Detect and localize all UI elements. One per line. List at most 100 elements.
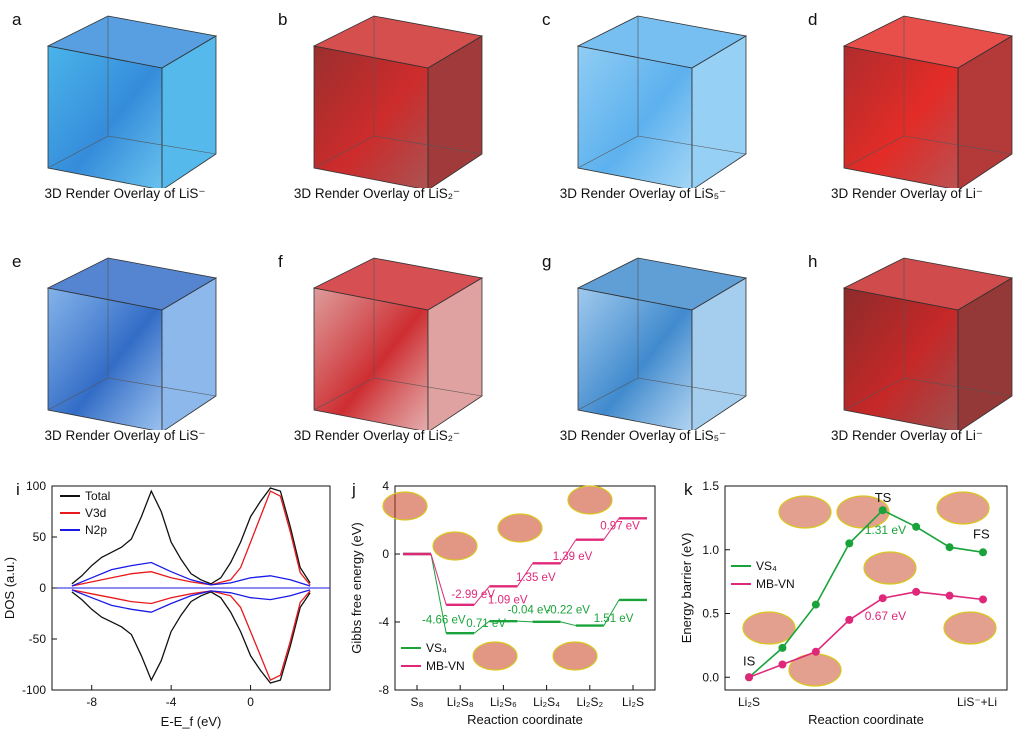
x-tick-label: Li₂S₈: [447, 695, 474, 709]
x-tick-label: Li₂S₂: [576, 695, 603, 709]
panel-letter-a: a: [12, 10, 22, 29]
panel-letter-k: k: [684, 480, 693, 499]
series-line-n2p-down: [71, 589, 311, 613]
legend-label: V3d: [85, 506, 106, 520]
cube-edge: [577, 377, 639, 411]
data-point: [845, 615, 854, 624]
render-caption: 3D Render Overlay of Li⁻: [831, 186, 983, 201]
data-point: [912, 522, 921, 531]
x-tick-label: 0: [247, 695, 254, 709]
panel-letter-j: j: [352, 480, 356, 499]
render-cube: [46, 15, 218, 188]
molecule-structure-image: [382, 491, 428, 521]
x-axis-label: E-E_f (eV): [161, 714, 222, 729]
cube-edge: [903, 135, 1013, 155]
y-tick-label: 0: [39, 581, 46, 595]
cube-front-face: [313, 45, 429, 188]
cube-edge: [903, 377, 1013, 397]
panel-letter-e: e: [12, 252, 22, 271]
cube-edge: [843, 377, 905, 411]
y-tick-label: -100: [22, 683, 46, 697]
connector-line: [430, 553, 447, 605]
panel-letter-f: f: [278, 252, 283, 271]
legend-label: MB-VN: [756, 577, 795, 591]
connector-line: [430, 553, 447, 634]
cube-front-face: [577, 45, 693, 188]
panel-letter-b: b: [278, 10, 288, 29]
series-line-total: [71, 487, 311, 585]
connector-line: [516, 563, 534, 587]
y-axis-label: Energy barrier (eV): [679, 533, 694, 644]
cube-edge: [637, 135, 747, 155]
annotation-barrier-vs4: 1.31 eV: [865, 523, 906, 537]
gibbs-chart: -8 -4 0 4 S₈ Li₂S₈ Li₂S₆ Li₂S₄ Li₂S₂ Li₂S Reaction…: [349, 479, 656, 727]
cube-edge: [577, 135, 639, 169]
connector-line: [473, 620, 490, 634]
x-tick-label: Li₂S: [622, 695, 644, 709]
y-tick-label: 0: [382, 547, 389, 561]
cube-front-face: [843, 287, 959, 430]
energy-label: -2.99 eV: [451, 589, 495, 601]
molecule-structure-image: [432, 531, 478, 561]
panel-letter-i: i: [16, 480, 20, 499]
cube-front-face: [47, 287, 163, 430]
x-tick-label: Li₂S: [738, 695, 760, 709]
energy-label: 0.71 eV: [466, 618, 506, 630]
x-tick-label: Li₂S₆: [490, 695, 517, 709]
cube-edge: [843, 135, 905, 169]
y-tick-label: 4: [382, 479, 389, 493]
render-caption: 3D Render Overlay of LiS⁻: [44, 186, 206, 201]
cube-edge: [47, 377, 109, 411]
molecule-structure-image: [936, 491, 990, 525]
series-line-v3d-down: [71, 589, 311, 681]
series-line-n2p: [71, 561, 311, 587]
energy-label: 1.39 eV: [553, 551, 593, 563]
legend-label: MB-VN: [426, 659, 465, 673]
cube-edge: [637, 377, 747, 397]
energy-label: -0.22 eV: [546, 605, 590, 617]
render-cube: [842, 15, 1014, 188]
annotation-is: IS: [743, 653, 756, 668]
cube-edge: [373, 135, 483, 155]
render-caption: 3D Render Overlay of LiS₅⁻: [559, 186, 727, 201]
render-caption: 3D Render Overlay of LiS⁻: [44, 428, 206, 443]
data-point: [845, 539, 854, 548]
panel-letter-d: d: [808, 10, 818, 29]
data-point: [778, 660, 787, 669]
x-axis-label: Reaction coordinate: [467, 712, 583, 727]
data-point: [979, 548, 987, 557]
molecule-structure-image: [472, 641, 518, 671]
data-point: [945, 591, 954, 600]
cube-edge: [313, 377, 375, 411]
render-caption: 3D Render Overlay of LiS₂⁻: [293, 186, 461, 201]
y-tick-label: -4: [378, 615, 389, 629]
connector-line: [603, 599, 620, 626]
cube-edge: [373, 377, 483, 397]
data-point: [979, 595, 987, 604]
data-point: [778, 643, 787, 652]
molecule-structure-image: [836, 495, 890, 529]
render-cube: [842, 257, 1014, 430]
molecule-structure-image: [567, 485, 613, 515]
data-point: [811, 600, 820, 609]
annotation-fs: FS: [973, 526, 990, 541]
plot-frame: [394, 485, 656, 691]
molecule-structure-image: [552, 641, 598, 671]
y-tick-label: -8: [378, 683, 389, 697]
panel-letter-h: h: [808, 252, 818, 271]
molecule-structure-image: [778, 495, 832, 529]
cube-front-face: [47, 45, 163, 188]
annotation-barrier-mbvn: 0.67 eV: [865, 609, 906, 623]
series-line-total-down: [71, 591, 311, 684]
x-axis-label: Reaction coordinate: [808, 712, 924, 727]
panel-letter-g: g: [542, 252, 552, 271]
connector-line: [603, 518, 620, 541]
x-tick-label: -8: [86, 695, 97, 709]
render-cube: [576, 15, 748, 188]
series-line: [748, 509, 984, 678]
cube-front-face: [843, 45, 959, 188]
energy-label: 1.51 eV: [594, 613, 634, 625]
render-caption: 3D Render Overlay of Li⁻: [831, 428, 983, 443]
cube-edge: [107, 377, 217, 397]
legend-label: Total: [85, 489, 110, 503]
